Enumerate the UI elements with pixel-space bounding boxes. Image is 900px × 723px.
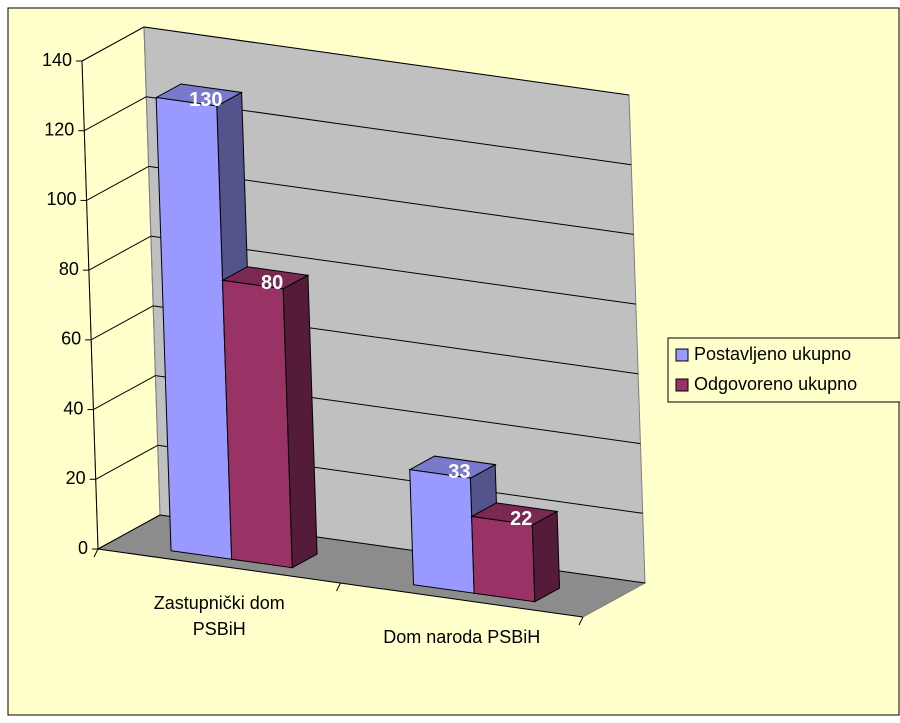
grid-line: [93, 375, 156, 411]
legend: Postavljeno ukupno Odgovoreno ukupno: [667, 337, 900, 403]
x-tick: [93, 548, 99, 558]
y-axis: [81, 60, 99, 550]
grid-line: [88, 235, 152, 271]
bar-front: [155, 96, 233, 560]
bar: 22: [470, 502, 561, 603]
grid-line: [95, 444, 158, 480]
legend-box: [667, 337, 900, 403]
y-tick-label: 140: [42, 50, 72, 70]
bar: 80: [220, 266, 318, 569]
y-tick-label: 40: [63, 398, 83, 418]
data-label: 130: [189, 89, 222, 111]
y-tick-label: 60: [61, 329, 81, 349]
grid-line: [86, 165, 149, 201]
x-tick: [336, 582, 341, 592]
x-tick: [578, 616, 584, 626]
x-tick-label: Dom naroda PSBiH: [383, 627, 541, 647]
y-tick-label: 100: [47, 189, 77, 209]
y-tick-label: 20: [66, 468, 86, 488]
grid-line: [84, 96, 147, 132]
data-label: 33: [448, 461, 470, 483]
grid-line: [97, 514, 161, 550]
grid-line: [90, 305, 154, 341]
bar-front: [221, 279, 293, 569]
legend-swatch: [675, 348, 689, 362]
data-label: 22: [510, 508, 532, 530]
y-tick-label: 80: [59, 259, 79, 279]
legend-label: Odgovoreno ukupno: [694, 374, 857, 394]
grid-line: [81, 26, 145, 62]
legend-label: Postavljeno ukupno: [694, 344, 851, 364]
y-tick-label: 120: [44, 119, 74, 139]
data-label: 80: [261, 272, 283, 294]
legend-swatch: [675, 378, 689, 392]
x-tick-label: Zastupnički dom PSBiH: [153, 593, 285, 639]
bar-front: [471, 515, 536, 603]
bar-side: [531, 510, 561, 603]
grid-line: [143, 26, 630, 96]
y-tick-label: 0: [78, 538, 88, 558]
bar-front: [409, 469, 475, 594]
